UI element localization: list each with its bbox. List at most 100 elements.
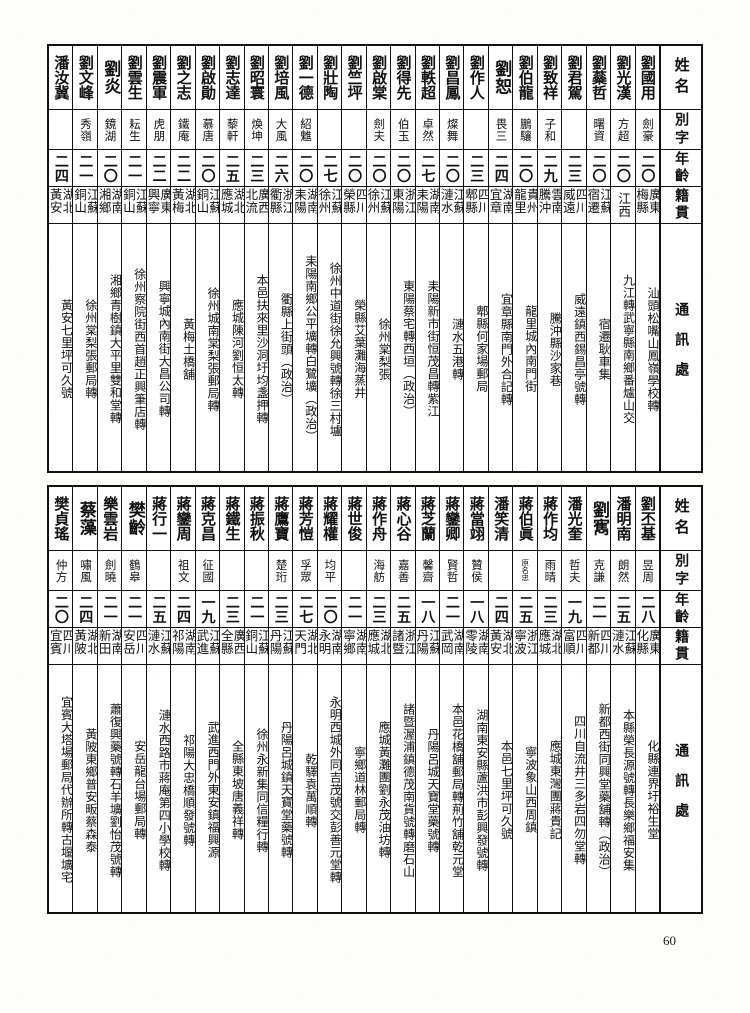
registry-entry-column[interactable]: 蔣行一 二五 江蘇漣水 漣水西路市蔣庵第四小學校轉 <box>145 487 171 912</box>
entry-address: 湖南東安縣蘆洪市彭興發號轉 <box>474 708 488 872</box>
entry-alias: 劍夫 <box>366 110 391 150</box>
registry-entry-column[interactable]: 劉一德 紹魋 二〇 湖南耒陽 耒陽南鄉公平壙轉白鷺壙（政治） <box>292 46 317 471</box>
registry-entry-column[interactable]: 蔣鑾卿 賢哲 二一 湖南武岡 本邑花橋舖郵局轉荊竹舖乾元堂 <box>439 487 464 912</box>
registry-entry-column[interactable]: 劉雲生 耘生 二一 江蘇銅山 徐州察院街西首趙正興筆店轉 <box>121 46 146 471</box>
registry-entry-column[interactable]: 蔣鑾周 祖文 二四 湖南祁陽 祁陽大忠橋順發號轉 <box>170 487 195 912</box>
registry-entry-column[interactable]: 蔣耀權 均平 二〇 湖南永明 永明西城外同吉茂號交彭善元堂轉 <box>316 487 342 912</box>
registry-entry-column[interactable]: 蔣伯眞 原名忠 二五 浙江寧波 寧波象山西周鎮 <box>512 487 537 912</box>
row-header-alias: 別字 <box>660 551 701 591</box>
entry-name: 劉軼超 <box>415 46 439 110</box>
registry-entry-column[interactable]: 劉恕 畏三 二四 湖南宜章 宜章縣南門外合記轉 <box>487 46 513 471</box>
registry-entry-column[interactable]: 劉蘂哲 曙資 二〇 江蘇宿遷 宿遷耿車集 <box>585 46 611 471</box>
entry-age: 二三 <box>268 591 293 628</box>
entry-alias: 曙資 <box>586 110 611 150</box>
entry-name: 劉昌鳳 <box>440 46 464 110</box>
registry-entry-column[interactable]: 潘光奎 哲夫 一九 四川富順 四川自流井三多岩四勿堂轉 <box>561 487 586 912</box>
entry-alias <box>342 110 366 150</box>
registry-entry-column[interactable]: 蔣世俊 二一 湖南寧鄉 寧鄉道林郵局轉 <box>341 487 366 912</box>
registry-entry-column[interactable]: 劉之志 鐵庵 二二 湖北黃梅 黃梅土橋舖 <box>170 46 195 471</box>
entry-origin: 湖南零陵 <box>464 628 488 665</box>
registry-entry-column[interactable]: 蔣作舟 海舫 二三 湖北應城 應城黃灘團劉永茂油坊轉 <box>365 487 391 912</box>
registry-entry-column[interactable]: 劉昌鳳 燦舞 二〇 江蘇漣水 漣水五港轉 <box>439 46 464 471</box>
registry-entry-column[interactable]: 劉啟棠 劍夫 二〇 江蘇徐州 徐州棠梨張 <box>365 46 391 471</box>
entry-origin: 湖南祁陽 <box>171 628 195 665</box>
entry-age: 一八 <box>415 591 439 628</box>
registry-entry-column[interactable]: 劉光漢 方超 二〇 江西 九江轉武寧縣南鄉番爐山交 <box>610 46 635 471</box>
registry-entry-column[interactable]: 劉培風 大風 二六 浙江衢縣 衢縣上街頭（政治） <box>267 46 293 471</box>
entry-origin: 湖南寧鄉 <box>342 628 366 665</box>
registry-entry-column[interactable]: 蔣鷹寶 楚珩 二三 江蘇丹陽 丹陽呂城鎮天寶堂藥號轉 <box>267 487 293 912</box>
entry-name: 潘光奎 <box>562 487 586 551</box>
registry-entry-column[interactable]: 劉君駕 二三 四川威遠 威遠鎮西錫昌亭號轉 <box>561 46 586 471</box>
entry-name: 蔣當翊 <box>464 487 488 551</box>
registry-entry-column[interactable]: 劉啟勛 慕唐 二〇 江蘇銅山 徐州城南棠梨張郵局轉 <box>194 46 220 471</box>
registry-entry-column[interactable]: 潘明南 朗然 二五 江蘇漣水 本縣榮長源號轉長樂鄉福安集 <box>610 487 635 912</box>
entry-origin: 江蘇漣水 <box>611 628 635 665</box>
entry-address: 蕭復興藥號轉石羊壙劉怡茂號轉 <box>108 702 122 878</box>
registry-entry-column[interactable]: 樊貞瑤 仲方 二〇 四川宜賓 宜賓大塔場郵局代辦所轉古堰壙宅 <box>49 487 73 912</box>
entry-age: 二一 <box>122 591 146 628</box>
registry-entry-column[interactable]: 劉寯 克謙 二一 四川新都 新都西街同興堂藥舖轉（政治） <box>585 487 611 912</box>
entry-alias: 大風 <box>268 110 293 150</box>
entry-alias <box>488 551 513 591</box>
registry-entry-column[interactable]: 蔣克昌 征國 一九 江蘇武進 武進西門外東安鎮福興源 <box>194 487 220 912</box>
entry-address: 全縣東坡唐義祥轉 <box>230 740 244 840</box>
entry-alias: 贊侯 <box>464 551 488 591</box>
entry-age: 二五 <box>220 150 244 187</box>
registry-entry-column[interactable]: 劉炎 鏡湖 二〇 湖南湘鄉 湘鄉青樹鎮大平里雙和堂轉 <box>96 46 122 471</box>
registry-entry-column[interactable]: 蔡藻 嘯風 二四 湖北黃陂 黃陂東鄉普安畈蔡森泰 <box>72 487 97 912</box>
entry-origin: 江蘇銅山 <box>195 187 220 224</box>
entry-origin: 江蘇徐州 <box>317 187 342 224</box>
registry-entry-column[interactable]: 劉得先 伯玉 二〇 浙江東陽 東陽蔡宅轉西垣（政治） <box>390 46 415 471</box>
entry-origin: 浙江東陽 <box>391 187 415 224</box>
entry-alias: 孚眾 <box>293 551 317 591</box>
entry-name: 劉昭寰 <box>244 46 268 110</box>
entry-alias <box>562 110 586 150</box>
registry-entry-column[interactable]: 劉壯陶 二七 江蘇徐州 徐州中道街徐允興號轉徐三村壚 <box>316 46 342 471</box>
registry-entry-column[interactable]: 樊齡 鶴皋 二一 四川安岳 安岳龍台場郵局轉 <box>121 487 146 912</box>
entry-address: 寧波象山西周鎮 <box>523 746 537 834</box>
entry-alias: 慕唐 <box>195 110 220 150</box>
registry-entry-column[interactable]: 劉志達 藜軒 二五 湖北應城 應城陳河劉恒太轉 <box>219 46 244 471</box>
registry-entry-column[interactable]: 劉震軍 虎朋 二二 廣東興寧 興寧城內南街大昌公司轉 <box>145 46 171 471</box>
entry-age: 二一 <box>440 591 464 628</box>
registry-entry-column[interactable]: 樂雲岩 劍曉 二一 湖南新田 蕭復興藥號轉石羊壙劉怡茂號轉 <box>96 487 122 912</box>
registry-entry-column[interactable]: 蔣作均 雨晴 二三 湖北應城 應城東灣團蔣貴記 <box>536 487 562 912</box>
entry-alias: 鶴皋 <box>122 551 146 591</box>
registry-entry-column[interactable]: 劉軼超 卓然 二七 湖南耒陽 耒陽新市街恒茂昌轉紫江 <box>414 46 439 471</box>
registry-entry-column[interactable]: 劉文峰 秀嶺 二一 江蘇銅山 徐州棠梨張郵局轉 <box>72 46 97 471</box>
entry-address: 應城東灣團蔣貴記 <box>548 740 562 840</box>
entry-age: 二〇 <box>317 591 342 628</box>
registry-entry-column[interactable]: 蔣心谷 嘉善 二五 浙江諸暨 諸暨渥浦鎮德茂南貨號轉磨石山 <box>390 487 415 912</box>
entry-origin: 江蘇徐州 <box>366 187 391 224</box>
entry-address: 應城陳河劉恒太轉 <box>230 299 244 399</box>
entry-alias: 海舫 <box>366 551 391 591</box>
entry-alias: 伯玉 <box>391 110 415 150</box>
registry-entry-column[interactable]: 蔣鐵生 二三 廣西全縣 全縣東坡唐義祥轉 <box>219 487 244 912</box>
registry-entry-column[interactable]: 劉國用 劍豪 二〇 廣東梅縣 汕頭松嘴山鳳嶺學校轉 <box>634 46 659 471</box>
registry-entry-column[interactable]: 劉竺坪 二〇 四川榮縣 榮縣艾葉灘海蒸井 <box>341 46 366 471</box>
registry-entry-column[interactable]: 蔣當翊 贊侯 一八 湖南零陵 湖南東安縣蘆洪市彭興發號轉 <box>463 487 488 912</box>
registry-entry-column[interactable]: 劉昭寰 煥坤 二三 廣西北流 本邑扶來里沙洞圩均盞押轉 <box>243 46 268 471</box>
registry-entry-column[interactable]: 劉致祥 子和 二九 雲南騰沖 騰沖縣沙家巷 <box>536 46 562 471</box>
entry-age: 二一 <box>97 591 122 628</box>
registry-entry-column[interactable]: 劉伯龍 鵬驤 二〇 貴州龍里 龍里城內南門街 <box>512 46 537 471</box>
entry-address: 諸暨渥浦鎮德茂南貨號轉磨石山 <box>401 702 415 878</box>
row-header-address: 通訊處 <box>673 302 690 392</box>
registry-entry-column[interactable]: 蔣芝蘭 馨齋 一八 江蘇丹陽 丹陽呂城天寶堂藥號轉 <box>414 487 439 912</box>
entry-address: 威遠鎮西錫昌亭號轉 <box>572 292 586 406</box>
registry-entry-column[interactable]: 蔣芳愷 孚眾 二七 湖北天門 乾驛袁萬順轉 <box>292 487 317 912</box>
entry-name: 劉培風 <box>268 46 293 110</box>
entry-origin: 江蘇漣水 <box>146 628 171 665</box>
entry-age: 二六 <box>268 150 293 187</box>
entry-address: 本邑扶來里沙洞圩均盞押轉 <box>254 274 268 424</box>
entry-origin: 廣西北流 <box>244 187 268 224</box>
entry-age: 二三 <box>562 150 586 187</box>
row-header-age: 年齡 <box>660 150 701 187</box>
registry-entry-column[interactable]: 劉作人 二三 四川郫縣 郫縣何家場郵局 <box>463 46 488 471</box>
registry-entry-column[interactable]: 潘笑清 二四 湖北黃安 本邑七里坪可久號 <box>487 487 513 912</box>
entry-age: 二四 <box>49 150 73 187</box>
registry-entry-column[interactable]: 蔣振秋 二一 江蘇銅山 徐州永新集同信糧行轉 <box>243 487 268 912</box>
registry-entry-column[interactable]: 劉丕基 昱周 二八 廣東化縣 化縣連界圩裕生堂 <box>634 487 659 912</box>
registry-entry-column[interactable]: 潘汝冀 二四 湖北黃安 黃安七里坪可久號 <box>49 46 73 471</box>
